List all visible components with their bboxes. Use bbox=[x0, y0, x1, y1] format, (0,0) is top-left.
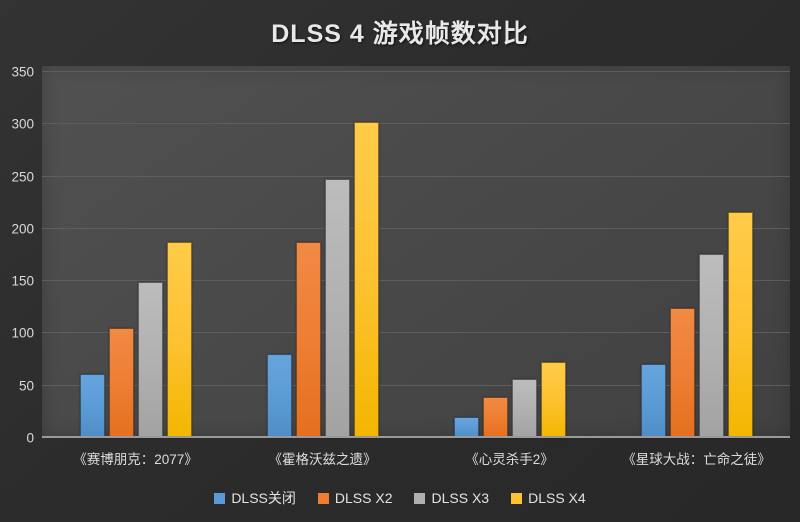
bar-group bbox=[603, 66, 790, 438]
legend-swatch-icon bbox=[414, 492, 426, 504]
y-axis-tick-label: 100 bbox=[11, 325, 34, 341]
bar[interactable] bbox=[640, 363, 666, 438]
bar[interactable] bbox=[79, 374, 105, 438]
bar[interactable] bbox=[353, 122, 379, 438]
legend-swatch-icon bbox=[214, 492, 226, 504]
legend-label: DLSS X4 bbox=[528, 490, 586, 506]
bar[interactable] bbox=[698, 253, 724, 438]
bar[interactable] bbox=[540, 361, 566, 438]
y-axis-tick-label: 0 bbox=[26, 430, 34, 446]
gridline bbox=[42, 280, 790, 282]
gridline bbox=[42, 175, 790, 177]
x-axis-category-label: 《霍格沃兹之遗》 bbox=[268, 452, 377, 467]
y-axis-tick-label: 250 bbox=[11, 169, 34, 185]
bar[interactable] bbox=[453, 417, 479, 438]
bar[interactable] bbox=[511, 379, 537, 438]
x-axis-category-label: 《星球大战：亡命之徒》 bbox=[622, 452, 771, 467]
legend-item[interactable]: DLSS X2 bbox=[317, 490, 393, 506]
y-axis-tick-label: 50 bbox=[18, 378, 34, 394]
legend-swatch-icon bbox=[511, 492, 523, 504]
bar-group bbox=[416, 66, 603, 438]
legend-item[interactable]: DLSS X4 bbox=[511, 490, 586, 506]
gridline bbox=[42, 384, 790, 386]
legend-swatch-icon bbox=[317, 492, 329, 504]
gridline bbox=[42, 123, 790, 125]
y-axis-tick-label: 350 bbox=[11, 64, 34, 80]
bar[interactable] bbox=[166, 242, 192, 438]
legend-item[interactable]: DLSS关闭 bbox=[214, 488, 296, 508]
bar[interactable] bbox=[324, 178, 350, 438]
gridline bbox=[42, 71, 790, 72]
legend-label: DLSS X3 bbox=[431, 490, 490, 506]
bar[interactable] bbox=[295, 242, 321, 438]
legend-item[interactable]: DLSS X3 bbox=[414, 490, 489, 506]
x-axis-category-label: 《心灵杀手2》 bbox=[465, 452, 554, 467]
x-axis-line bbox=[42, 436, 790, 438]
gridline bbox=[42, 227, 790, 229]
bar-group bbox=[229, 66, 416, 438]
bar[interactable] bbox=[727, 212, 753, 438]
plot-area bbox=[42, 66, 790, 438]
bar[interactable] bbox=[669, 308, 695, 438]
y-axis-tick-label: 200 bbox=[11, 221, 34, 237]
x-axis-category-label: 《赛博朋克：2077》 bbox=[73, 452, 198, 467]
bar-group bbox=[42, 66, 229, 438]
y-axis-tick-label: 150 bbox=[11, 273, 34, 289]
gridline bbox=[42, 332, 790, 334]
y-axis-tick-label: 300 bbox=[11, 116, 34, 132]
bar[interactable] bbox=[108, 328, 134, 438]
chart-legend: DLSS关闭 DLSS X2 DLSS X3 DLSS X4 bbox=[0, 488, 800, 508]
bar[interactable] bbox=[482, 397, 508, 438]
chart-title: DLSS 4 游戏帧数对比 bbox=[271, 20, 529, 48]
bar[interactable] bbox=[266, 354, 292, 438]
legend-label: DLSS X2 bbox=[334, 490, 393, 506]
bar[interactable] bbox=[137, 282, 163, 438]
legend-label: DLSS关闭 bbox=[231, 490, 296, 506]
